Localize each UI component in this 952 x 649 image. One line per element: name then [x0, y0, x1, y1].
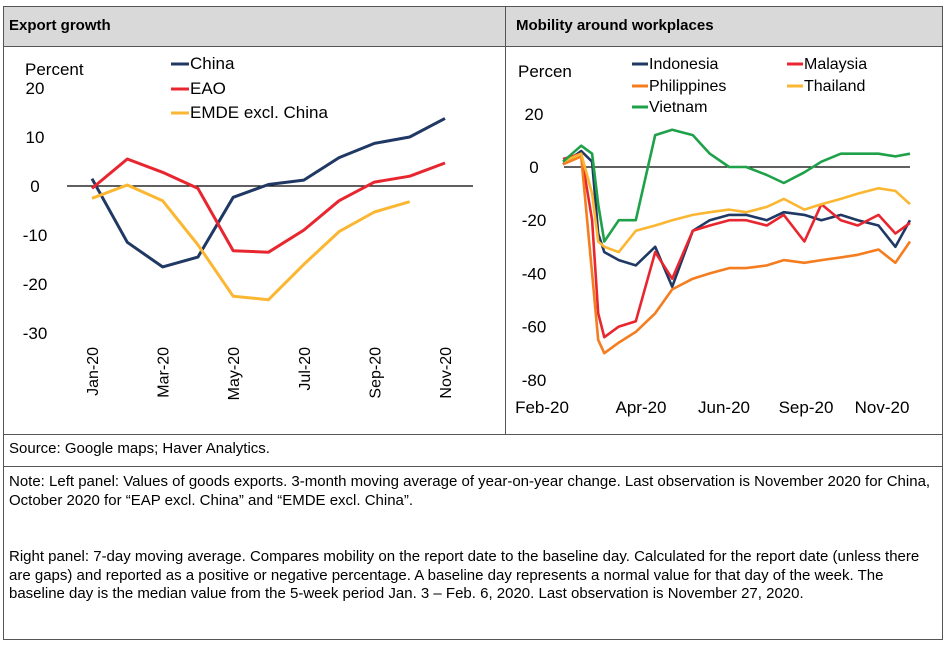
y-tick-label: -20 — [23, 275, 48, 294]
x-tick-label: Jun-20 — [698, 398, 750, 417]
y-tick-label: -10 — [23, 226, 48, 245]
panel-divider — [505, 7, 506, 434]
x-tick-label: Sep-20 — [367, 347, 384, 399]
export-growth-chart: 20 10 0 -10 -20 -30 Percent Jan-20 Mar-20 May-20 J… — [23, 54, 473, 400]
legend-label-indonesia: Indonesia — [649, 56, 718, 73]
legend-label-eao: EAO — [190, 79, 226, 98]
legend-label-thailand: Thailand — [804, 78, 865, 95]
series-line-thailand — [562, 152, 911, 254]
y-tick-label: 20 — [26, 79, 45, 98]
x-tick-label: May-20 — [226, 347, 243, 400]
series-line-philippines — [562, 155, 912, 355]
note-divider — [4, 466, 942, 467]
y-tick-label: -40 — [522, 264, 547, 283]
x-tick-label: Nov-20 — [438, 347, 455, 399]
source-divider — [4, 434, 942, 435]
note-left-panel: Note: Left panel: Values of goods export… — [9, 473, 931, 509]
y-tick-label: 10 — [26, 128, 45, 147]
header-band — [4, 7, 942, 46]
x-tick-label: Jul-20 — [297, 347, 314, 391]
note-right-panel: Right panel: 7-day moving average. Compa… — [9, 548, 920, 602]
y-tick-label: -30 — [23, 324, 48, 343]
y-tick-label: 20 — [525, 105, 544, 124]
source-text: Source: Google maps; Haver Analytics. — [9, 440, 270, 457]
y-tick-label: -20 — [522, 211, 547, 230]
y-tick-label: 0 — [529, 158, 538, 177]
y-tick-label: -60 — [522, 318, 547, 337]
series-line-emde-excl-china — [91, 183, 411, 302]
right-panel-title: Mobility around workplaces — [516, 17, 714, 34]
mobility-chart: 20 0 -20 -40 -60 -80 Percen Feb-20 Apr-20 Jun-20 S… — [515, 56, 912, 417]
x-tick-label: Mar-20 — [156, 347, 173, 398]
figure-frame — [3, 6, 943, 640]
series-line-eao — [91, 157, 446, 254]
x-tick-label: Sep-20 — [779, 398, 834, 417]
legend-label-malaysia: Malaysia — [804, 56, 867, 73]
y-axis-unit-label: Percent — [25, 60, 84, 79]
series-line-vietnam — [562, 128, 911, 243]
series-line-china — [90, 117, 446, 269]
legend-label-china: China — [190, 54, 235, 73]
series-line-malaysia — [562, 152, 911, 339]
legend-label-philippines: Philippines — [649, 78, 726, 95]
header-divider — [4, 46, 942, 47]
x-tick-label: Jan-20 — [85, 347, 102, 396]
x-tick-label: Apr-20 — [615, 398, 666, 417]
legend-label-vietnam: Vietnam — [649, 99, 707, 116]
y-tick-label: 0 — [30, 177, 39, 196]
y-axis-unit-label: Percen — [518, 62, 572, 81]
series-line-indonesia — [562, 149, 912, 288]
y-tick-label: -80 — [522, 371, 547, 390]
legend-label-emde-excl-china: EMDE excl. China — [190, 103, 328, 122]
left-panel-title: Export growth — [9, 17, 111, 34]
x-tick-label: Feb-20 — [515, 398, 569, 417]
x-tick-label: Nov-20 — [855, 398, 910, 417]
